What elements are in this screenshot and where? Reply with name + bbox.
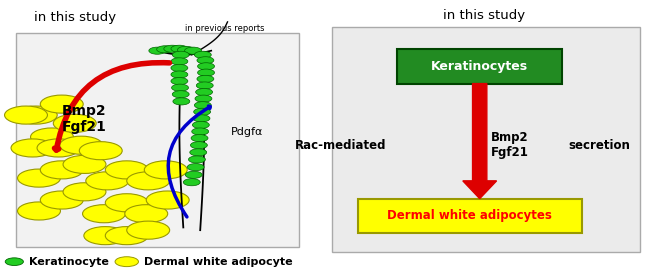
Text: Keratinocytes: Keratinocytes [431, 60, 528, 73]
Circle shape [149, 47, 166, 54]
Text: Bmp2
Fgf21: Bmp2 Fgf21 [62, 104, 107, 134]
Circle shape [196, 89, 213, 96]
FancyArrow shape [463, 84, 497, 199]
Text: Bmp2
Fgf21: Bmp2 Fgf21 [491, 131, 528, 159]
Circle shape [37, 139, 80, 157]
Circle shape [197, 57, 214, 64]
Circle shape [105, 194, 148, 212]
Circle shape [63, 183, 106, 201]
Circle shape [173, 98, 190, 105]
Circle shape [198, 69, 214, 76]
Circle shape [171, 45, 188, 52]
Circle shape [127, 221, 170, 239]
Circle shape [53, 114, 96, 132]
Circle shape [171, 58, 188, 65]
Circle shape [194, 108, 211, 115]
Text: secretion: secretion [569, 139, 630, 152]
Circle shape [190, 142, 207, 149]
Text: Rac-mediated: Rac-mediated [295, 139, 387, 152]
Circle shape [172, 91, 189, 98]
Circle shape [196, 82, 213, 89]
Circle shape [79, 142, 122, 160]
Circle shape [83, 205, 125, 223]
Circle shape [172, 51, 189, 58]
Circle shape [5, 106, 47, 124]
Text: in this study: in this study [443, 8, 525, 22]
Circle shape [40, 191, 83, 209]
Circle shape [125, 205, 168, 223]
Circle shape [157, 46, 174, 53]
Circle shape [5, 258, 23, 266]
Circle shape [188, 156, 205, 163]
Circle shape [11, 139, 54, 157]
Circle shape [18, 169, 60, 187]
Circle shape [190, 149, 207, 156]
Circle shape [171, 64, 188, 72]
Circle shape [198, 63, 214, 70]
Circle shape [86, 172, 129, 190]
Circle shape [115, 257, 138, 267]
Circle shape [105, 161, 148, 179]
FancyBboxPatch shape [396, 49, 562, 84]
Circle shape [60, 136, 103, 154]
Circle shape [171, 71, 188, 78]
Circle shape [191, 135, 208, 142]
Circle shape [192, 121, 209, 129]
Circle shape [194, 51, 211, 58]
Circle shape [146, 191, 189, 209]
Circle shape [194, 102, 211, 109]
Circle shape [164, 45, 181, 52]
FancyArrowPatch shape [168, 106, 210, 217]
FancyArrowPatch shape [55, 63, 170, 150]
Circle shape [40, 161, 83, 179]
Circle shape [197, 75, 214, 82]
Circle shape [185, 47, 202, 54]
Circle shape [105, 227, 148, 245]
Circle shape [183, 179, 200, 186]
Circle shape [171, 78, 188, 85]
Text: in previous reports: in previous reports [185, 24, 265, 33]
Circle shape [14, 106, 57, 124]
Circle shape [127, 172, 170, 190]
Circle shape [144, 161, 187, 179]
Circle shape [172, 84, 188, 91]
Circle shape [177, 46, 194, 53]
Text: in this study: in this study [34, 11, 116, 24]
Circle shape [40, 95, 83, 113]
Text: Dermal white adipocytes: Dermal white adipocytes [387, 209, 552, 222]
Circle shape [193, 115, 210, 122]
FancyBboxPatch shape [332, 27, 640, 252]
Text: Dermal white adipocyte: Dermal white adipocyte [144, 257, 292, 267]
Circle shape [84, 227, 127, 245]
Circle shape [63, 155, 106, 173]
Text: Pdgfα: Pdgfα [231, 127, 263, 136]
Circle shape [31, 128, 73, 146]
Circle shape [195, 95, 212, 102]
FancyBboxPatch shape [358, 199, 582, 233]
Text: Keratinocyte: Keratinocyte [29, 257, 109, 267]
Circle shape [192, 128, 209, 135]
Circle shape [187, 164, 204, 171]
Circle shape [185, 171, 202, 178]
Circle shape [18, 202, 60, 220]
FancyBboxPatch shape [16, 33, 299, 247]
